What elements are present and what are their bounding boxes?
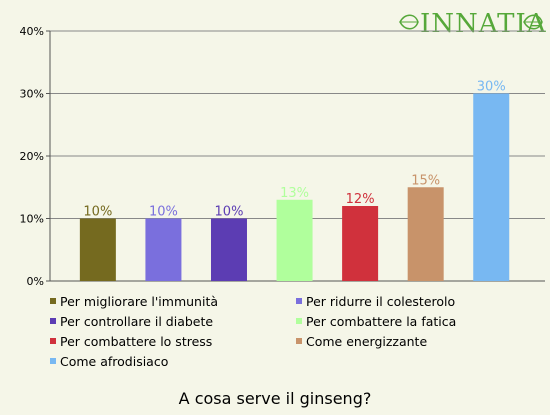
y-tick-label: 30% [20,88,44,101]
legend-label: Per migliorare l'immunità [60,294,218,309]
y-tick-label: 40% [20,25,44,38]
legend: Per migliorare l'immunità Per ridurre il … [50,294,456,369]
data-labels: 10% 10% 10% 13% 12% 15% 30% [83,80,505,220]
logo: INNATIA [399,9,547,39]
data-label: 10% [149,205,178,220]
bar [79,218,116,281]
data-label: 15% [411,173,440,188]
legend-swatch [50,318,56,324]
bar [473,93,510,281]
legend-swatch [296,318,302,324]
legend-label: Come afrodisiaco [60,354,168,369]
legend-swatch [296,298,302,304]
bar [407,187,444,281]
bars [79,93,510,281]
legend-label: Per ridurre il colesterolo [306,294,455,309]
data-label: 30% [477,80,506,95]
legend-swatch [50,358,56,364]
leaf-left-icon [399,14,419,30]
legend-label: Per combattere la fatica [306,314,456,329]
legend-swatch [50,298,56,304]
y-tick-label: 20% [20,150,44,163]
bar [210,218,247,281]
legend-label: Per controllare il diabete [60,314,213,329]
y-tick-label: 0% [27,275,44,288]
logo-text: INNATIA [420,9,547,39]
legend-label: Per combattere lo stress [60,334,212,349]
bar [145,218,182,281]
legend-label: Come energizzante [306,334,427,349]
data-label: 10% [83,205,112,220]
legend-swatch [50,338,56,344]
data-label: 10% [215,205,244,220]
bar [276,199,313,281]
y-axis-ticks: 0% 10% 20% 30% 40% [20,25,50,288]
leaf-right-icon [523,14,543,30]
y-tick-label: 10% [20,213,44,226]
chart-title: A cosa serve il ginseng? [179,389,372,408]
data-label: 13% [280,186,309,201]
legend-swatch [296,338,302,344]
data-label: 12% [346,192,375,207]
bar [342,206,379,281]
